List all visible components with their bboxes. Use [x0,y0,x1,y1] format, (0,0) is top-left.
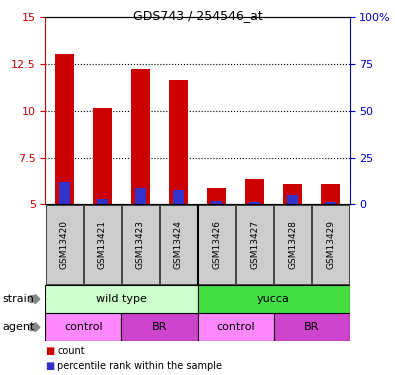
Text: GSM13427: GSM13427 [250,220,259,269]
FancyBboxPatch shape [122,205,159,284]
Bar [173,190,184,204]
Bar [59,182,70,204]
FancyBboxPatch shape [198,313,273,341]
Text: BR: BR [304,322,319,332]
FancyBboxPatch shape [122,313,198,341]
Text: percentile rank within the sample: percentile rank within the sample [57,360,222,370]
Bar [169,80,188,204]
Text: count: count [57,346,85,356]
FancyBboxPatch shape [236,205,273,284]
Text: yucca: yucca [257,294,290,304]
Text: control: control [216,322,255,332]
Bar [283,184,302,204]
Text: wild type: wild type [96,294,147,304]
FancyBboxPatch shape [312,205,349,284]
FancyBboxPatch shape [45,285,198,313]
Text: GSM13429: GSM13429 [326,220,335,269]
FancyBboxPatch shape [45,313,122,341]
Text: BR: BR [152,322,167,332]
Bar [325,202,336,204]
Bar [55,54,74,204]
FancyBboxPatch shape [198,205,235,284]
Text: agent: agent [2,322,34,332]
Text: GSM13428: GSM13428 [288,220,297,269]
Bar [321,184,340,204]
Text: GDS743 / 254546_at: GDS743 / 254546_at [133,9,262,22]
Bar [131,69,150,204]
Bar [211,201,222,204]
Bar [249,202,260,204]
Text: ■: ■ [45,360,55,370]
Text: ■: ■ [45,346,55,356]
FancyBboxPatch shape [160,205,197,284]
Bar [93,108,112,204]
Text: GSM13421: GSM13421 [98,220,107,269]
Text: control: control [64,322,103,332]
Bar [287,195,298,204]
Text: GSM13426: GSM13426 [212,220,221,269]
Text: GSM13420: GSM13420 [60,220,69,269]
FancyBboxPatch shape [274,205,311,284]
FancyBboxPatch shape [84,205,121,284]
Text: GSM13423: GSM13423 [136,220,145,269]
Bar [245,179,264,204]
FancyBboxPatch shape [198,285,350,313]
Text: strain: strain [2,294,34,304]
FancyBboxPatch shape [46,205,83,284]
Bar [97,199,108,204]
Text: GSM13424: GSM13424 [174,220,183,269]
Bar [135,189,146,204]
Bar [207,188,226,204]
FancyBboxPatch shape [273,313,350,341]
